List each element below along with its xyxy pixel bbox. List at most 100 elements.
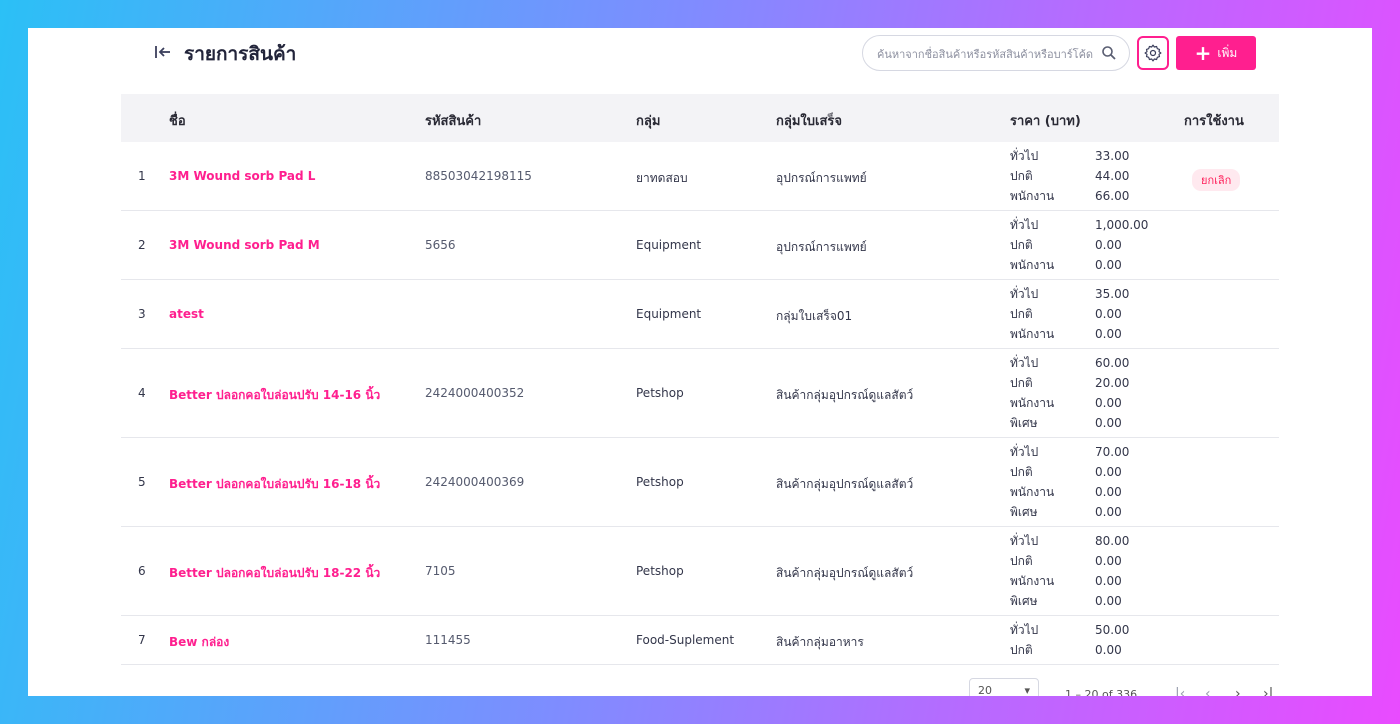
table-row[interactable]: 5 Better ปลอกคอใบล่อนปรับ 16-18 นิ้ว 24240… xyxy=(121,438,1279,527)
price-row: พนักงาน 66.00 xyxy=(1010,186,1190,206)
add-button-label: เพิ่ม xyxy=(1217,45,1238,60)
price-list: ทั่วไป 50.00 ปกติ 0.00 xyxy=(1010,620,1190,660)
price-value: 33.00 xyxy=(1095,149,1130,163)
price-row: พนักงาน 0.00 xyxy=(1010,324,1190,344)
price-list: ทั่วไป 1,000.00 ปกติ 0.00 พนักงาน 0.00 xyxy=(1010,215,1190,275)
table-row[interactable]: 7 Bew กล่อง 111455 Food-Suplement สินค้ากลุ่… xyxy=(121,616,1279,665)
price-row: พนักงาน 0.00 xyxy=(1010,393,1190,413)
price-row: พนักงาน 0.00 xyxy=(1010,482,1190,502)
product-name-link[interactable]: 3M Wound sorb Pad L xyxy=(169,169,316,183)
price-list: ทั่วไป 35.00 ปกติ 0.00 พนักงาน 0.00 xyxy=(1010,284,1190,344)
price-list: ทั่วไป 60.00 ปกติ 20.00 พนักงาน 0.00 พิเ… xyxy=(1010,353,1190,433)
gear-icon xyxy=(1144,44,1162,62)
column-header-price[interactable]: ราคา (บาท) xyxy=(1010,114,1081,129)
product-table: ชื่อ รหัสสินค้า กลุ่ม กลุ่มใบเสร็จ ราคา … xyxy=(121,94,1279,665)
price-label: ทั่วไป xyxy=(1010,218,1039,232)
price-label: ทั่วไป xyxy=(1010,287,1039,301)
product-group: Petshop xyxy=(636,386,684,400)
table-row[interactable]: 3 atest Equipment กลุ่มใบเสร็จ01 ทั่วไป 35.… xyxy=(121,280,1279,349)
price-row: ทั่วไป 1,000.00 xyxy=(1010,215,1190,235)
product-code: 5656 xyxy=(425,238,456,252)
product-name-link[interactable]: 3M Wound sorb Pad M xyxy=(169,238,320,252)
column-header-usage[interactable]: การใช้งาน xyxy=(1184,114,1244,129)
price-label: ปกติ xyxy=(1010,307,1033,321)
price-row: ปกติ 20.00 xyxy=(1010,373,1190,393)
price-row: ปกติ 0.00 xyxy=(1010,551,1190,571)
pagination: 20 ▾ 1 – 20 of 336 |‹ ‹ › ›| xyxy=(969,678,1289,696)
price-label: พิเศษ xyxy=(1010,505,1038,519)
price-label: ทั่วไป xyxy=(1010,445,1039,459)
price-value: 0.00 xyxy=(1095,485,1122,499)
column-header-group[interactable]: กลุ่ม xyxy=(636,114,661,129)
price-label: พนักงาน xyxy=(1010,574,1055,588)
table-row[interactable]: 6 Better ปลอกคอใบล่อนปรับ 18-22 นิ้ว 7105 P… xyxy=(121,527,1279,616)
price-list: ทั่วไป 70.00 ปกติ 0.00 พนักงาน 0.00 พิเศ… xyxy=(1010,442,1190,522)
price-value: 70.00 xyxy=(1095,445,1130,459)
price-row: ทั่วไป 80.00 xyxy=(1010,531,1190,551)
price-value: 0.00 xyxy=(1095,238,1122,252)
table-row[interactable]: 1 3M Wound sorb Pad L 88503042198115 ยาทดสอ… xyxy=(121,142,1279,211)
next-page-icon[interactable]: › xyxy=(1235,686,1241,696)
settings-button[interactable] xyxy=(1137,36,1169,70)
search-icon[interactable] xyxy=(1101,45,1117,61)
search-box[interactable] xyxy=(862,35,1130,71)
product-group: Food-Suplement xyxy=(636,633,735,647)
table-body: 1 3M Wound sorb Pad L 88503042198115 ยาทดสอ… xyxy=(121,142,1279,665)
receipt-group: สินค้ากลุ่มอุปกรณ์ดูแลสัตว์ xyxy=(776,566,914,580)
search-input[interactable] xyxy=(877,45,1097,63)
price-value: 0.00 xyxy=(1095,416,1122,430)
product-code: 88503042198115 xyxy=(425,169,532,183)
price-label: พนักงาน xyxy=(1010,485,1055,499)
price-label: พิเศษ xyxy=(1010,416,1038,430)
product-group: Equipment xyxy=(636,238,702,252)
arrow-bar-left-icon xyxy=(155,46,170,58)
plus-icon: + xyxy=(1194,41,1212,65)
product-name-link[interactable]: Better ปลอกคอใบล่อนปรับ 16-18 นิ้ว xyxy=(169,477,381,491)
row-index: 1 xyxy=(138,169,146,183)
row-index: 5 xyxy=(138,475,146,489)
column-header-code[interactable]: รหัสสินค้า xyxy=(425,114,482,129)
price-label: ปกติ xyxy=(1010,465,1033,479)
price-label: ทั่วไป xyxy=(1010,623,1039,637)
table-row[interactable]: 4 Better ปลอกคอใบล่อนปรับ 14-16 นิ้ว 24240… xyxy=(121,349,1279,438)
prev-page-icon[interactable]: ‹ xyxy=(1205,686,1211,696)
first-page-icon[interactable]: |‹ xyxy=(1175,686,1186,696)
page-size-select[interactable]: 20 ▾ xyxy=(969,678,1039,696)
main-panel: รายการสินค้า + เพิ่ม ชื่อ รหัสสินค้า กลุ… xyxy=(28,28,1372,696)
product-group: ยาทดสอบ xyxy=(636,171,688,185)
column-header-name[interactable]: ชื่อ xyxy=(169,114,186,129)
table-row[interactable]: 2 3M Wound sorb Pad M 5656 Equipment อุปกรณ์… xyxy=(121,211,1279,280)
price-list: ทั่วไป 33.00 ปกติ 44.00 พนักงาน 66.00 xyxy=(1010,146,1190,206)
price-label: พนักงาน xyxy=(1010,258,1055,272)
receipt-group: อุปกรณ์การแพทย์ xyxy=(776,171,867,185)
product-name-link[interactable]: atest xyxy=(169,307,204,321)
collapse-back-icon[interactable] xyxy=(153,42,175,64)
row-index: 6 xyxy=(138,564,146,578)
price-row: ทั่วไป 35.00 xyxy=(1010,284,1190,304)
column-header-receipt-group[interactable]: กลุ่มใบเสร็จ xyxy=(776,114,842,129)
product-code: 7105 xyxy=(425,564,456,578)
price-label: ปกติ xyxy=(1010,376,1033,390)
price-value: 0.00 xyxy=(1095,396,1122,410)
product-name-link[interactable]: Better ปลอกคอใบล่อนปรับ 18-22 นิ้ว xyxy=(169,566,381,580)
product-group: Equipment xyxy=(636,307,702,321)
last-page-icon[interactable]: ›| xyxy=(1263,686,1274,696)
price-label: ทั่วไป xyxy=(1010,534,1039,548)
price-row: พิเศษ 0.00 xyxy=(1010,413,1190,433)
product-name-link[interactable]: Better ปลอกคอใบล่อนปรับ 14-16 นิ้ว xyxy=(169,388,381,402)
price-value: 0.00 xyxy=(1095,505,1122,519)
price-value: 50.00 xyxy=(1095,623,1130,637)
price-row: ปกติ 0.00 xyxy=(1010,304,1190,324)
price-row: ปกติ 0.00 xyxy=(1010,235,1190,255)
price-value: 44.00 xyxy=(1095,169,1130,183)
price-value: 0.00 xyxy=(1095,554,1122,568)
page-title: รายการสินค้า xyxy=(184,43,297,65)
price-row: พนักงาน 0.00 xyxy=(1010,571,1190,591)
product-group: Petshop xyxy=(636,475,684,489)
add-button[interactable]: + เพิ่ม xyxy=(1176,36,1256,70)
price-value: 0.00 xyxy=(1095,465,1122,479)
product-name-link[interactable]: Bew กล่อง xyxy=(169,635,230,649)
page-range: 1 – 20 of 336 xyxy=(1065,688,1138,696)
price-value: 0.00 xyxy=(1095,327,1122,341)
price-value: 20.00 xyxy=(1095,376,1130,390)
